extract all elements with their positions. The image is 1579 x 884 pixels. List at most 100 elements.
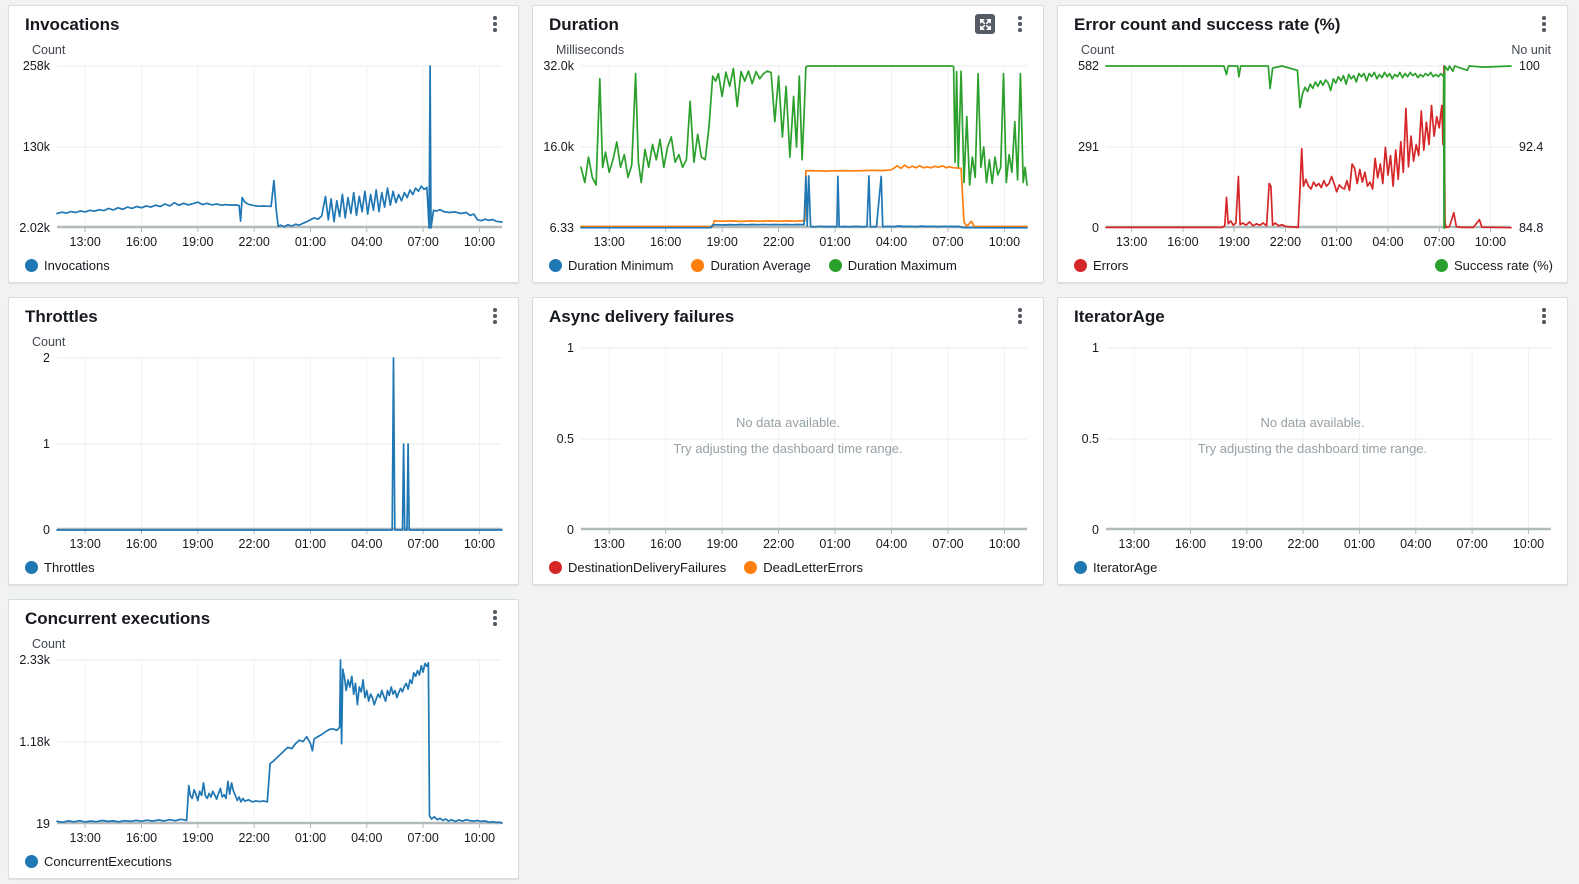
y-axis-label-right: 84.8 bbox=[1519, 221, 1544, 235]
panel-menu-button[interactable] bbox=[1011, 14, 1029, 34]
x-axis-label: 19:00 bbox=[706, 235, 738, 249]
series-throttles bbox=[56, 357, 503, 531]
legend: IteratorAge bbox=[1072, 554, 1553, 580]
y-axis-label: 2.33k bbox=[19, 653, 50, 667]
panel-menu-button[interactable] bbox=[1535, 14, 1553, 34]
x-axis-label: 16:00 bbox=[1174, 537, 1207, 551]
panel-header: Throttles bbox=[23, 304, 504, 334]
y-axis-label: 0.5 bbox=[1081, 432, 1099, 446]
x-axis-label: 07:00 bbox=[932, 537, 964, 551]
legend-item[interactable]: ConcurrentExecutions bbox=[25, 854, 172, 869]
x-axis-label: 07:00 bbox=[407, 235, 439, 249]
y-axis-label: 0.5 bbox=[556, 432, 574, 446]
panel-throttles: Throttles Count 2 1 0 13:00 16:00 19:00 22:00 0… bbox=[8, 297, 519, 585]
y-axis-label: 1 bbox=[567, 341, 574, 355]
legend-marker bbox=[25, 560, 38, 574]
panel-title: Invocations bbox=[25, 15, 120, 34]
legend-item[interactable]: IteratorAge bbox=[1074, 560, 1157, 575]
legend-label: Errors bbox=[1093, 257, 1129, 273]
throttles-chart bbox=[56, 357, 503, 534]
kebab-icon bbox=[1018, 16, 1022, 20]
legend-item[interactable]: Throttles bbox=[25, 560, 95, 575]
expand-icon bbox=[979, 18, 991, 30]
y-axis-label: 6.33 bbox=[549, 221, 574, 235]
chart-area: 258k 130k 2.02k 13:00 16:00 19:00 22:00 01:00 04… bbox=[19, 59, 504, 252]
legend-marker bbox=[1074, 560, 1087, 574]
x-axis-label: 13:00 bbox=[1115, 235, 1148, 249]
x-axis-label: 16:00 bbox=[1167, 235, 1199, 249]
no-data-hint: Try adjusting the dashboard time range. bbox=[673, 440, 903, 456]
x-axis-label: 10:00 bbox=[1512, 537, 1545, 551]
axis-units-row: Count No unit bbox=[1081, 43, 1551, 60]
panel-actions bbox=[486, 306, 504, 326]
x-axis-label: 01:00 bbox=[1343, 537, 1376, 551]
panel-header: Async delivery failures bbox=[547, 304, 1029, 334]
legend-item[interactable]: Success rate (%) bbox=[1435, 258, 1553, 273]
panel-menu-button[interactable] bbox=[486, 306, 504, 326]
x-axis-label: 13:00 bbox=[593, 537, 625, 551]
legend-label: Success rate (%) bbox=[1454, 257, 1553, 273]
x-axis-label: 04:00 bbox=[351, 537, 383, 551]
axis-units-row: Count bbox=[32, 43, 502, 60]
y-axis-label: 16.0k bbox=[543, 140, 574, 155]
legend: DestinationDeliveryFailures DeadLetterErr… bbox=[547, 554, 1029, 580]
iterator-age-chart bbox=[1106, 347, 1551, 534]
panel-header: Invocations bbox=[23, 12, 504, 42]
no-data-message: No data available. bbox=[735, 415, 841, 431]
dashboard-grid: Invocations Count 258k 130k 2.02k 13:00 16:0… bbox=[8, 5, 1568, 879]
y-axis-label: 19 bbox=[36, 817, 50, 831]
panel-menu-button[interactable] bbox=[486, 608, 504, 628]
duration-plot bbox=[580, 65, 1028, 232]
panel-title: Async delivery failures bbox=[549, 307, 735, 326]
x-axis-label: 01:00 bbox=[294, 537, 327, 551]
panel-menu-button[interactable] bbox=[1535, 306, 1553, 326]
no-data-message: No data available. bbox=[1260, 415, 1365, 431]
expand-button[interactable] bbox=[975, 14, 995, 34]
series-concurrentexecutions bbox=[56, 659, 503, 824]
panel-title: Concurrent executions bbox=[25, 609, 211, 628]
legend-label: Duration Maximum bbox=[847, 257, 957, 273]
y-axis-label: 0 bbox=[1092, 523, 1099, 537]
legend-item[interactable]: DestinationDeliveryFailures bbox=[549, 560, 726, 575]
panel-menu-button[interactable] bbox=[486, 14, 504, 34]
iterator-age-plot bbox=[1106, 347, 1551, 534]
panel-concurrent-executions: Concurrent executions Count 2.33k 1.18k 19… bbox=[8, 599, 519, 879]
legend-marker bbox=[1074, 258, 1087, 272]
chart-area: 2.33k 1.18k 19 13:00 16:00 19:00 22:00 01:00 04:… bbox=[19, 653, 504, 848]
panel-async-delivery-failures: Async delivery failures 1 0.5 0 13:00 16:00 1… bbox=[532, 297, 1044, 585]
y-axis-label: 582 bbox=[1078, 59, 1099, 73]
panel-title: Error count and success rate (%) bbox=[1074, 15, 1341, 34]
series-duration-minimum bbox=[580, 175, 1028, 229]
x-axis-label: 19:00 bbox=[1218, 235, 1250, 249]
x-axis-label: 19:00 bbox=[182, 831, 214, 845]
y-axis-label: 258k bbox=[22, 59, 50, 73]
panel-actions bbox=[1535, 306, 1553, 326]
x-axis-label: 22:00 bbox=[238, 537, 270, 551]
x-axis-label: 10:00 bbox=[463, 537, 496, 551]
legend-item[interactable]: Duration Maximum bbox=[828, 257, 957, 273]
legend-marker bbox=[828, 258, 842, 272]
concurrent-executions-plot bbox=[56, 659, 503, 828]
legend-item[interactable]: Duration Average bbox=[691, 258, 811, 273]
legend: ConcurrentExecutions bbox=[23, 848, 504, 874]
legend-item[interactable]: DeadLetterErrors bbox=[744, 560, 863, 575]
x-axis-label: 22:00 bbox=[762, 235, 795, 249]
x-axis-label: 13:00 bbox=[593, 235, 625, 249]
axis-units-row: Count bbox=[32, 335, 502, 352]
x-axis-label: 13:00 bbox=[69, 235, 101, 249]
x-axis-label: 10:00 bbox=[463, 831, 496, 845]
y-axis-label-right: 100 bbox=[1519, 59, 1540, 73]
series-duration-maximum bbox=[580, 65, 1028, 186]
no-data-hint: Try adjusting the dashboard time range. bbox=[1197, 440, 1428, 456]
panel-title: IteratorAge bbox=[1074, 307, 1165, 326]
legend-item[interactable]: Invocations bbox=[25, 258, 110, 273]
panel-menu-button[interactable] bbox=[1011, 306, 1029, 326]
invocations-chart bbox=[56, 65, 503, 232]
panel-error-count-success-rate: Error count and success rate (%) Count N… bbox=[1057, 5, 1568, 283]
kebab-icon bbox=[1018, 308, 1022, 312]
legend-item[interactable]: Errors bbox=[1074, 258, 1128, 273]
y-axis-label: 2 bbox=[43, 351, 50, 365]
legend-item[interactable]: Duration Minimum bbox=[549, 258, 673, 273]
left-unit-label: Milliseconds bbox=[556, 43, 625, 57]
x-axis-label: 01:00 bbox=[294, 831, 327, 845]
